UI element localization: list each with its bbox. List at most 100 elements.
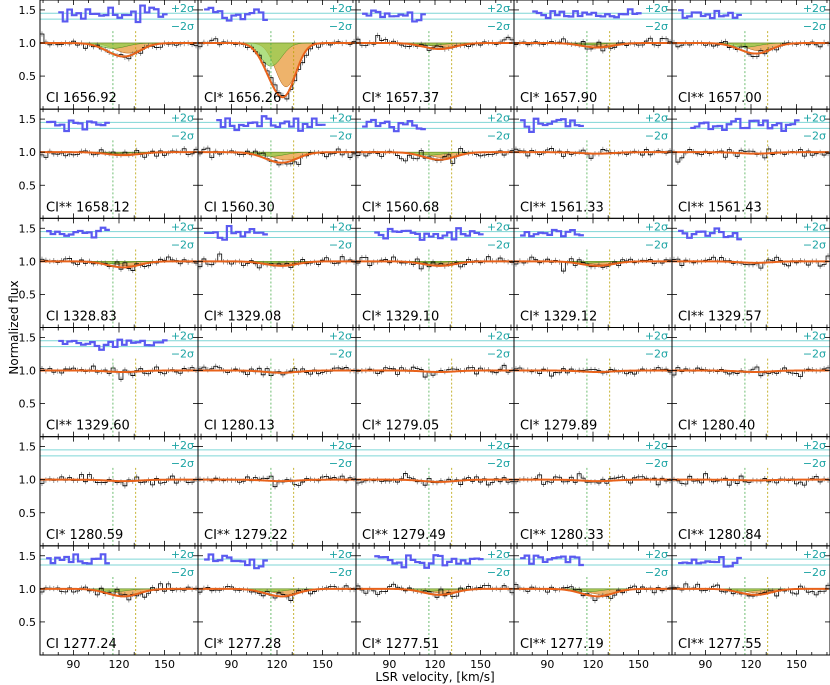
minus-2sigma-label: −2σ: [329, 129, 352, 142]
model-profile: [198, 587, 355, 598]
panel-label: CI 1280.13: [204, 419, 275, 434]
model-profile: [672, 587, 829, 596]
panel-label: CI* 1280.59: [46, 528, 123, 543]
minus-2sigma-label: −2σ: [487, 348, 510, 361]
data-spectrum: [672, 148, 830, 163]
plus-2sigma-label: +2σ: [171, 2, 194, 15]
minus-2sigma-label: −2σ: [329, 566, 352, 579]
residual-trace: [204, 6, 268, 22]
model-profile: [356, 42, 513, 51]
panel-label: CI** 1561.43: [678, 200, 762, 215]
panel-label: CI* 1657.90: [520, 91, 597, 106]
panel-label: CI* 1329.12: [520, 310, 597, 325]
minus-2sigma-label: −2σ: [487, 239, 510, 252]
x-tick-label: 150: [786, 658, 807, 671]
model-profile: [198, 369, 355, 374]
residual-trace: [532, 8, 642, 20]
x-tick-label: 120: [267, 658, 288, 671]
panel: +2σ −2σ CI* 1657.90: [513, 0, 673, 110]
panel-label: CI** 1277.19: [520, 637, 604, 652]
panel: +2σ −2σ CI** 1280.84: [671, 436, 830, 547]
panel-label: CI* 1656.26: [204, 91, 281, 106]
x-tick-label: 120: [741, 658, 762, 671]
panel-label: CI** 1279.22: [204, 528, 288, 543]
panel-label: CI* 1277.28: [204, 637, 281, 652]
minus-2sigma-label: −2σ: [803, 566, 826, 579]
x-tick-label: 120: [425, 658, 446, 671]
plus-2sigma-label: +2σ: [803, 2, 826, 15]
y-tick-label: 1.0: [19, 255, 37, 268]
x-tick-label: 90: [698, 658, 712, 671]
panel-label: CI* 1657.37: [362, 91, 439, 106]
minus-2sigma-label: −2σ: [171, 566, 194, 579]
residual-trace: [362, 118, 426, 133]
data-spectrum: [198, 585, 356, 601]
model-profile: [672, 42, 829, 55]
x-axis-title: LSR velocity, [km/s]: [375, 670, 494, 684]
panel-label: CI** 1280.33: [520, 528, 604, 543]
panel: +2σ −2σ CI* 1279.89: [513, 327, 673, 438]
minus-2sigma-label: −2σ: [645, 129, 668, 142]
panel: +2σ −2σ CI* 1329.10: [355, 217, 515, 328]
residual-trace: [678, 9, 742, 20]
x-tick-label: 90: [224, 658, 238, 671]
panel: 0.5 1.0 1.5 +2σ −2σ CI* 1280.59: [19, 436, 199, 547]
residual-trace: [216, 115, 326, 132]
minus-2sigma-label: −2σ: [171, 20, 194, 33]
plus-2sigma-label: +2σ: [645, 2, 668, 15]
panel-label: CI* 1560.68: [362, 200, 439, 215]
y-tick-label: 1.0: [19, 146, 37, 159]
x-tick-label: 150: [628, 658, 649, 671]
model-profile: [514, 260, 671, 267]
panel: +2σ −2σ CI* 1279.05: [355, 327, 515, 438]
plus-2sigma-label: +2σ: [329, 221, 352, 234]
plus-2sigma-label: +2σ: [803, 548, 826, 561]
residual-trace: [374, 554, 484, 569]
panel: +2σ −2σ CI** 1657.00: [671, 0, 830, 110]
panel-label: CI 1277.24: [46, 637, 117, 652]
model-profile: [672, 369, 829, 374]
residual-trace: [520, 554, 584, 567]
data-spectrum: [356, 583, 514, 598]
panel-label: CI** 1279.49: [362, 528, 446, 543]
residual-trace: [58, 338, 168, 351]
model-profile: [672, 478, 829, 482]
panel: 0.5 1.0 1.5 +2σ −2σ CI 1328.83: [19, 217, 199, 328]
x-tick-label: 150: [154, 658, 175, 671]
panel: 0.5 1.0 1.5 +2σ −2σ CI** 1329.60: [19, 327, 199, 438]
plus-2sigma-label: +2σ: [645, 111, 668, 124]
panel-label: CI* 1280.40: [678, 419, 755, 434]
panel: 90 120 150 +2σ −2σ CI* 1277.51: [355, 545, 515, 671]
panel-label: CI 1328.83: [46, 310, 117, 325]
y-tick-label: 1.0: [19, 583, 37, 596]
panel: +2σ −2σ CI* 1329.12: [513, 217, 673, 328]
y-tick-label: 1.5: [19, 113, 37, 126]
plus-2sigma-label: +2σ: [803, 221, 826, 234]
model-profile: [514, 151, 671, 155]
residual-trace: [204, 224, 268, 241]
residual-trace: [678, 556, 742, 568]
x-tick-label: 120: [583, 658, 604, 671]
model-profile: [40, 42, 197, 58]
component-fill: [198, 42, 356, 67]
panel-grid: 0.5 1.0 1.5 +2σ −2σ CI 1656.92 +2σ −2σ CI* 1656.…: [19, 0, 830, 671]
panel-label: CI** 1280.84: [678, 528, 762, 543]
panel: 0.5 1.0 1.5 90 120 150 +2σ −2σ CI 1277.24: [19, 545, 199, 671]
model-profile: [198, 478, 355, 483]
minus-2sigma-label: −2σ: [329, 457, 352, 470]
panel: +2σ −2σ CI* 1657.37: [355, 0, 515, 110]
minus-2sigma-label: −2σ: [171, 129, 194, 142]
plus-2sigma-label: +2σ: [171, 221, 194, 234]
y-axis-title: Normalized flux: [7, 280, 21, 374]
model-profile: [514, 42, 671, 49]
plus-2sigma-label: +2σ: [329, 2, 352, 15]
minus-2sigma-label: −2σ: [645, 457, 668, 470]
y-tick-label: 1.0: [19, 365, 37, 378]
panel: +2σ −2σ CI* 1560.68: [355, 108, 515, 219]
minus-2sigma-label: −2σ: [329, 20, 352, 33]
plus-2sigma-label: +2σ: [171, 111, 194, 124]
plus-2sigma-label: +2σ: [487, 439, 510, 452]
model-profile: [40, 151, 197, 157]
model-profile: [356, 587, 513, 596]
panel-label: CI* 1329.10: [362, 310, 439, 325]
